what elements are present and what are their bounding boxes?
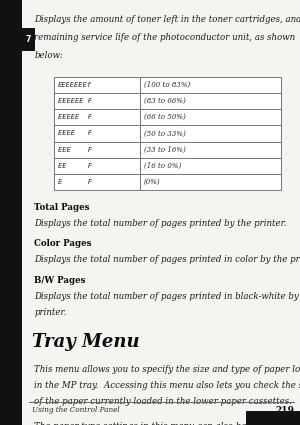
Text: below:: below:: [34, 51, 63, 60]
Text: of the paper currently loaded in the lower paper cassettes.: of the paper currently loaded in the low…: [34, 397, 292, 406]
Text: EEEEE  F: EEEEE F: [58, 114, 92, 120]
Text: EEEEEEEf: EEEEEEEf: [58, 82, 92, 88]
Text: (33 to 16%): (33 to 16%): [144, 146, 186, 153]
Text: (0%): (0%): [144, 178, 160, 186]
Text: Total Pages: Total Pages: [34, 203, 90, 212]
Text: Color Pages: Color Pages: [34, 239, 92, 248]
Bar: [54, 77, 280, 190]
Text: (100 to 83%): (100 to 83%): [144, 81, 190, 89]
Bar: [246, 411, 300, 425]
Text: Displays the total number of pages printed in black-white by the: Displays the total number of pages print…: [34, 292, 300, 301]
Text: Tray Menu: Tray Menu: [32, 333, 139, 351]
Text: in the MP tray.  Accessing this menu also lets you check the size: in the MP tray. Accessing this menu also…: [34, 381, 300, 390]
Text: B/W Pages: B/W Pages: [34, 276, 86, 285]
Bar: [22, 28, 35, 51]
Text: EEEEEE F: EEEEEE F: [58, 98, 92, 104]
Text: Using the Control Panel: Using the Control Panel: [32, 406, 119, 414]
Text: printer.: printer.: [34, 308, 67, 317]
Text: This menu allows you to specify the size and type of paper loaded: This menu allows you to specify the size…: [34, 365, 300, 374]
Text: 7: 7: [26, 35, 31, 44]
Text: Displays the total number of pages printed in color by the printer.: Displays the total number of pages print…: [34, 255, 300, 264]
Text: (83 to 66%): (83 to 66%): [144, 97, 186, 105]
Text: EEE    F: EEE F: [58, 147, 92, 153]
Text: The paper type settings in this menu can also be made from your: The paper type settings in this menu can…: [34, 422, 300, 425]
Text: (66 to 50%): (66 to 50%): [144, 113, 186, 121]
Text: Displays the amount of toner left in the toner cartridges, and the: Displays the amount of toner left in the…: [34, 15, 300, 24]
Text: (16 to 0%): (16 to 0%): [144, 162, 181, 170]
Text: EEEE   F: EEEE F: [58, 130, 92, 136]
Text: remaining service life of the photoconductor unit, as shown: remaining service life of the photocondu…: [34, 33, 296, 42]
Bar: [0, 0, 22, 425]
Text: 219: 219: [275, 406, 294, 415]
Text: EE     F: EE F: [58, 163, 92, 169]
Text: (50 to 33%): (50 to 33%): [144, 130, 186, 137]
Text: Displays the total number of pages printed by the printer.: Displays the total number of pages print…: [34, 219, 287, 228]
Text: E      F: E F: [58, 179, 92, 185]
